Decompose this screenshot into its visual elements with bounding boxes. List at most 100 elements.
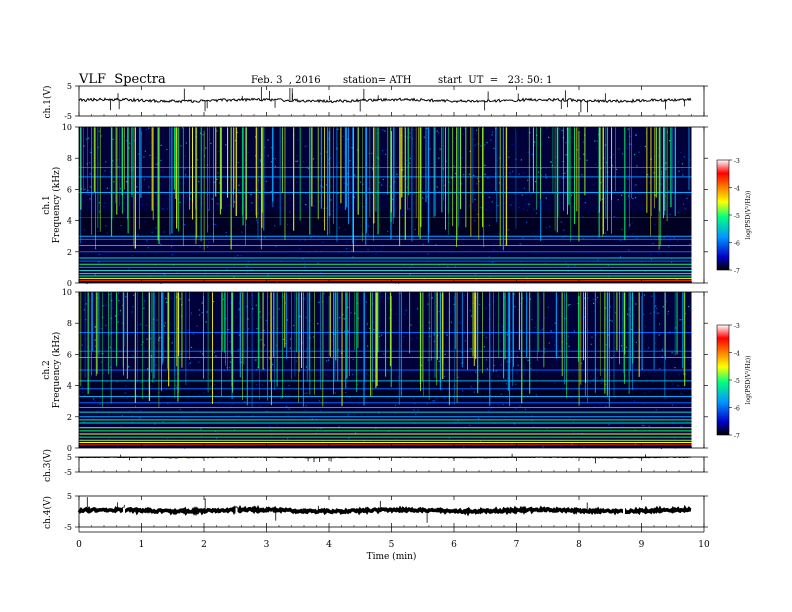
ch2-spectrogram-speckle xyxy=(134,405,137,407)
ch2-spectrogram-speckle xyxy=(145,324,148,327)
ch1-spectrogram-speckle xyxy=(326,151,328,153)
ch2-spectrogram-speckle xyxy=(661,355,663,358)
ch1-spectrogram-speckle xyxy=(493,147,495,149)
ch2-spectrogram-speckle xyxy=(103,398,105,400)
ch1-spectrogram-speckle xyxy=(113,269,115,271)
ch1-spectrogram-speckle xyxy=(353,262,355,264)
ch1-spectrogram-speckle xyxy=(259,240,261,242)
ch2-spectrogram-speckle xyxy=(506,398,508,400)
ch2-spectrogram-speckle xyxy=(510,438,512,440)
ch1-spectrogram-speckle xyxy=(527,243,529,245)
ch1-spectrogram-speckle xyxy=(549,226,551,228)
ch2-spectrogram-speckle xyxy=(286,405,288,408)
ch2-spectrogram-speckle xyxy=(428,327,431,329)
ch2-spectrogram-speckle xyxy=(658,334,660,336)
ch2-spectrogram-speckle xyxy=(615,312,617,314)
ch2-spectrogram-speckle xyxy=(318,301,320,303)
ch1-spectrogram-speckle xyxy=(468,173,470,175)
ch2-spectrogram-speckle xyxy=(266,348,268,351)
ch2-spectrogram-speckle xyxy=(352,414,355,416)
ch2-spectrogram-speckle xyxy=(247,385,249,387)
ch1-spectrogram-speckle xyxy=(583,273,585,275)
ch2-spectrogram-speckle xyxy=(540,435,542,437)
ch1-spectrogram-speckle xyxy=(302,221,304,223)
ch1-spectrogram-speckle xyxy=(498,233,500,235)
ch1-spectrogram-speckle xyxy=(240,247,242,249)
ch1-spectrogram-speckle xyxy=(343,182,345,184)
ch2-spectrogram-speckle xyxy=(546,440,548,442)
ch2-spectrogram-speckle xyxy=(261,414,264,416)
ch2-spectrogram-speckle xyxy=(201,312,203,314)
ch1-spectrogram-speckle xyxy=(508,156,510,158)
ch2-spectrogram-speckle xyxy=(643,313,645,315)
ch2-spectrogram-speckle xyxy=(680,426,682,428)
ch1-spectrogram-speckle xyxy=(98,202,100,204)
ch2-spectrogram-speckle xyxy=(247,318,249,320)
ch1-spectrogram-colorbar xyxy=(716,159,730,271)
ch2-spectrogram-speckle xyxy=(678,374,680,376)
ch1-spectrogram-speckle xyxy=(583,153,585,155)
ch1-spectrogram-speckle xyxy=(80,281,82,283)
ch2-spectrogram-speckle xyxy=(199,351,201,353)
ch2-spectrogram-speckle xyxy=(129,410,131,412)
ch1-spectrogram-speckle xyxy=(199,232,201,234)
ch1-spectrogram-speckle xyxy=(86,282,88,285)
ch1-spectrogram-speckle xyxy=(421,191,423,193)
ch1-spectrogram-speckle xyxy=(574,265,576,267)
ch1-spectrogram-speckle xyxy=(664,237,666,239)
ch2-spectrogram-speckle xyxy=(475,371,477,373)
ch2-spectrogram-speckle xyxy=(527,359,529,362)
ch2-spectrogram-speckle xyxy=(427,295,429,297)
ch1-spectrogram-speckle xyxy=(162,272,164,274)
ch2-spectrogram-speckle xyxy=(482,334,485,336)
ch1-spectrogram-speckle xyxy=(528,203,530,205)
ch2-spectrogram-speckle xyxy=(206,311,208,313)
ch1-spectrogram-speckle xyxy=(264,236,266,239)
ch2-spectrogram-speckle xyxy=(469,424,471,426)
ch1-spectrogram-speckle xyxy=(288,232,291,235)
ch2-spectrogram-speckle xyxy=(490,408,492,410)
ch3-waveform-ylabel: ch.3(V) xyxy=(42,449,53,482)
ch1-spectrogram-speckle xyxy=(184,168,186,170)
ch2-spectrogram-speckle xyxy=(271,434,273,436)
ch1-spectrogram-speckle xyxy=(263,146,266,148)
ch1-spectrogram-speckle xyxy=(104,202,106,204)
ch1-spectrogram-speckle xyxy=(330,199,332,201)
ch1-spectrogram-speckle xyxy=(582,215,584,217)
ch2-spectrogram-speckle xyxy=(394,404,397,406)
ch1-spectrogram-speckle xyxy=(155,157,157,159)
ch2-spectrogram-speckle xyxy=(347,414,349,416)
ch1-spectrogram-speckle xyxy=(141,261,143,264)
ch1-spectrogram-speckle xyxy=(194,224,196,226)
ch2-spectrogram-speckle xyxy=(136,395,138,397)
ch2-spectrogram-speckle xyxy=(672,423,674,426)
ch2-spectrogram-speckle xyxy=(511,442,513,444)
ch1-spectrogram-speckle xyxy=(414,220,417,223)
ch2-spectrogram-speckle xyxy=(194,428,196,430)
ch2-spectrogram-speckle xyxy=(218,387,220,389)
ch1-spectrogram-speckle xyxy=(225,144,227,146)
ch1-spectrogram-background xyxy=(79,127,692,283)
ch1-spectrogram-speckle xyxy=(166,256,168,258)
ch2-spectrogram-speckle xyxy=(564,382,566,384)
ch1-spectrogram-speckle xyxy=(507,229,510,231)
ch2-spectrogram-speckle xyxy=(516,355,518,358)
ch2-spectrogram-speckle xyxy=(519,405,521,407)
ch2-spectrogram-speckle xyxy=(674,367,676,369)
ch2-spectrogram-speckle xyxy=(593,302,595,304)
ch2-spectrogram-speckle xyxy=(199,428,202,430)
ch1-spectrogram-speckle xyxy=(163,273,166,276)
ch1-spectrogram-speckle xyxy=(327,159,330,161)
ch2-spectrogram-speckle xyxy=(162,421,164,423)
ch2-spectrogram-speckle xyxy=(647,347,650,349)
ch2-spectrogram-speckle xyxy=(179,298,181,300)
ch1-spectrogram-channel-label: ch.1 xyxy=(42,195,52,214)
ch2-spectrogram-speckle xyxy=(443,364,446,366)
ch2-spectrogram-speckle xyxy=(202,353,204,355)
ch1-spectrogram-speckle xyxy=(203,155,206,157)
ch1-spectrogram-speckle xyxy=(423,136,425,138)
ch1-spectrogram-speckle xyxy=(657,147,659,149)
ch1-spectrogram-speckle xyxy=(309,233,312,235)
ch2-spectrogram-speckle xyxy=(238,415,240,417)
ch2-spectrogram-speckle xyxy=(381,334,383,336)
